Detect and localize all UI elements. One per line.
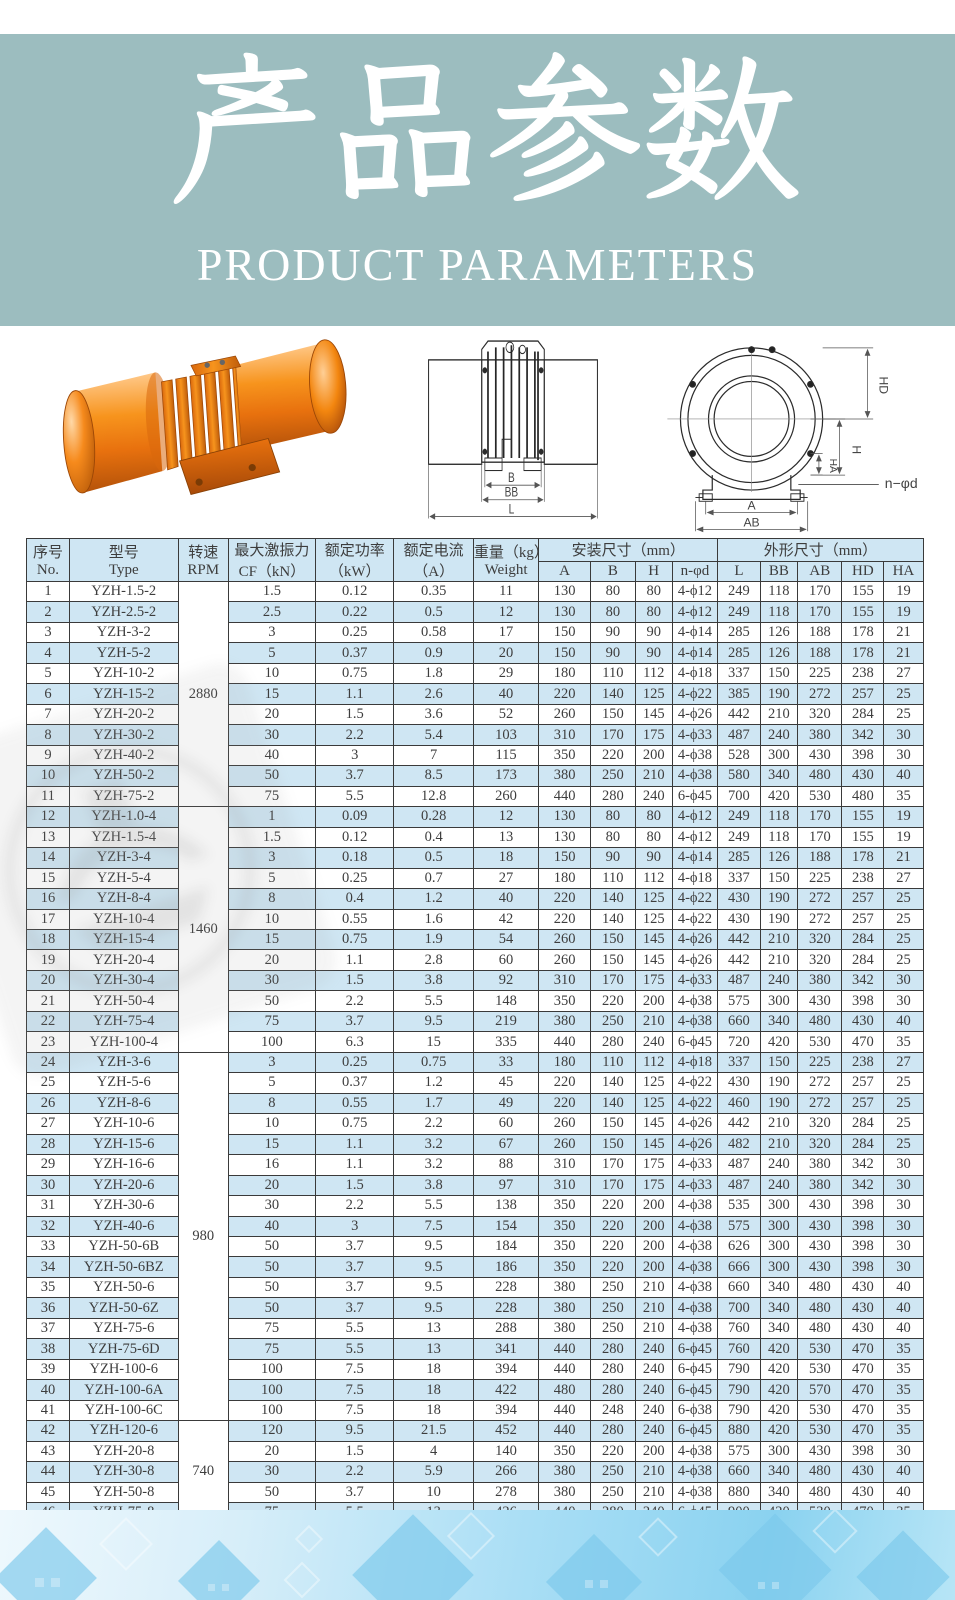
svg-text:A: A [747, 499, 756, 513]
svg-text:BB: BB [505, 484, 519, 500]
svg-text:L: L [509, 501, 515, 517]
svg-text:HA: HA [827, 459, 838, 473]
svg-text:H: H [850, 445, 864, 454]
svg-text:B: B [508, 470, 515, 486]
svg-text:HD: HD [877, 376, 891, 394]
svg-text:n−φd: n−φd [885, 475, 918, 491]
svg-text:AB: AB [743, 516, 759, 530]
